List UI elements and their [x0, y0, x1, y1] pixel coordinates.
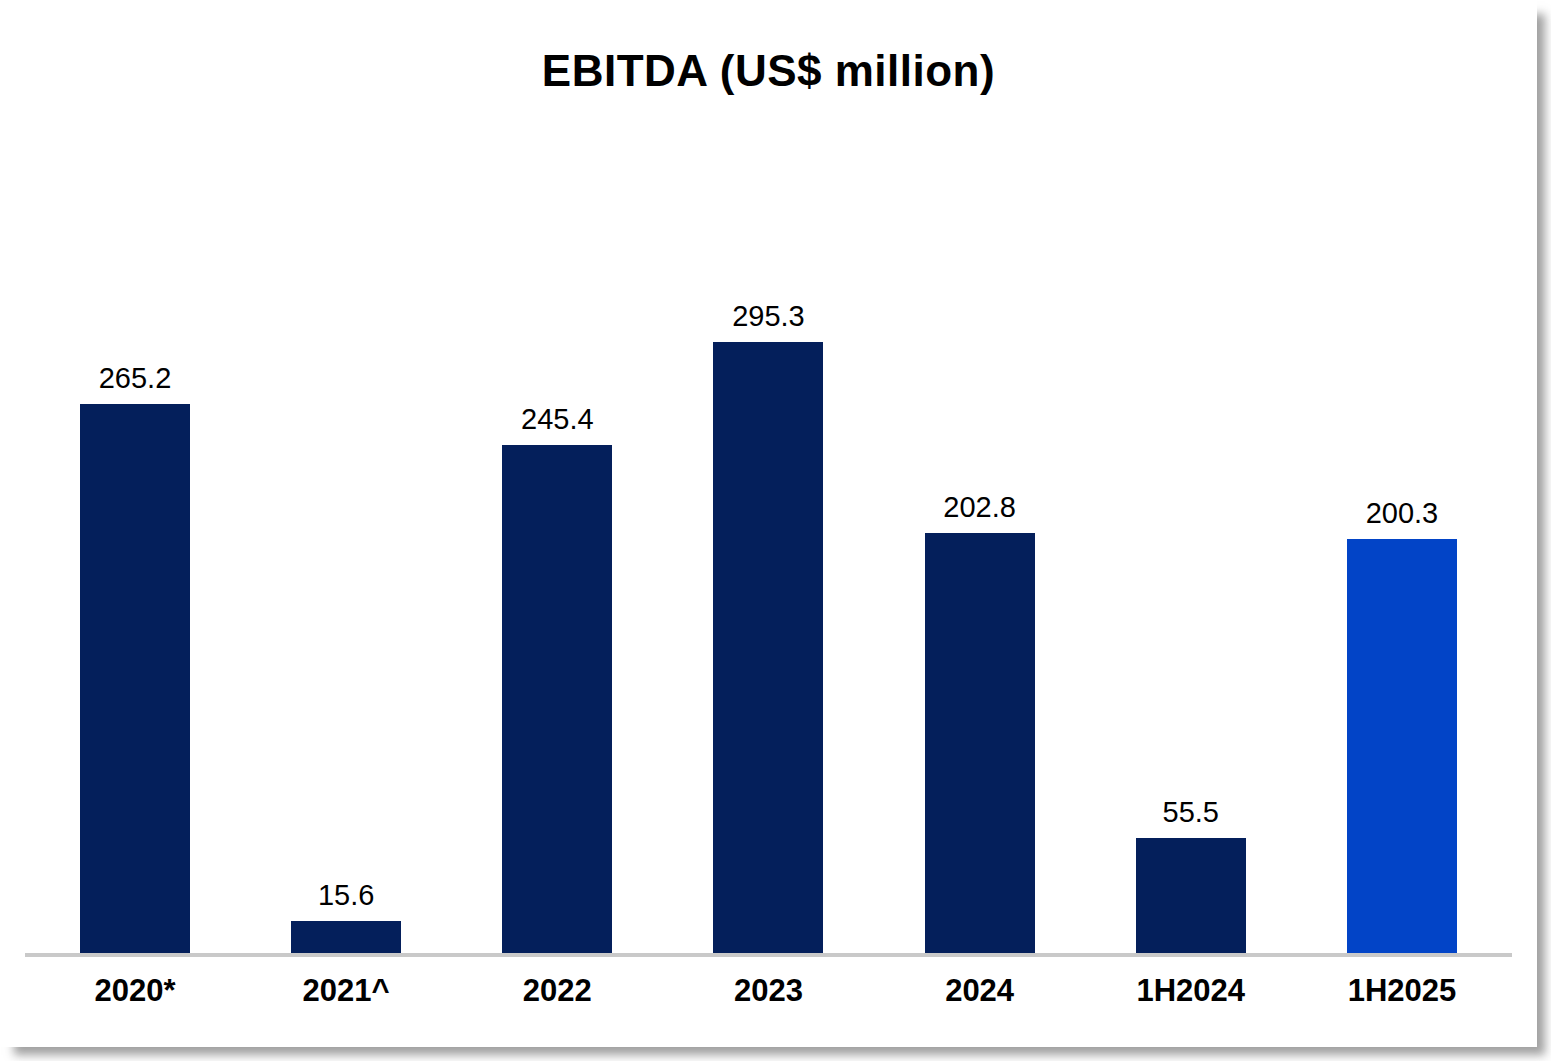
bar-column: 265.2 — [80, 362, 190, 953]
bar — [925, 533, 1035, 953]
bar-column: 295.3 — [713, 300, 823, 953]
bar-column: 200.3 — [1347, 497, 1457, 953]
bar — [291, 921, 401, 953]
category-label: 2021^ — [291, 973, 401, 1009]
x-axis-line — [25, 953, 1512, 957]
bar — [80, 404, 190, 953]
bar-value-label: 265.2 — [99, 362, 172, 395]
chart-title: EBITDA (US$ million) — [0, 0, 1537, 96]
category-label: 2022 — [502, 973, 612, 1009]
bar — [502, 445, 612, 953]
bar — [713, 342, 823, 953]
category-label: 2023 — [713, 973, 823, 1009]
bar — [1136, 838, 1246, 953]
bar-column: 15.6 — [291, 879, 401, 953]
category-label: 2020* — [80, 973, 190, 1009]
bar-column: 245.4 — [502, 403, 612, 953]
category-label: 1H2024 — [1136, 973, 1246, 1009]
category-labels-row: 2020* 2021^ 2022 2023 2024 1H2024 1H2025 — [0, 973, 1537, 1009]
bar-column: 55.5 — [1136, 796, 1246, 953]
bar-value-label: 55.5 — [1163, 796, 1219, 829]
bar-value-label: 202.8 — [943, 491, 1016, 524]
bar — [1347, 539, 1457, 953]
category-label: 1H2025 — [1347, 973, 1457, 1009]
category-label: 2024 — [925, 973, 1035, 1009]
bar-column: 202.8 — [925, 491, 1035, 953]
chart-card: EBITDA (US$ million) 265.2 15.6 245.4 295.3… — [0, 0, 1537, 1047]
bar-value-label: 15.6 — [318, 879, 374, 912]
bar-value-label: 245.4 — [521, 403, 594, 436]
bar-value-label: 295.3 — [732, 300, 805, 333]
chart-plot: 265.2 15.6 245.4 295.3 202.8 55.5 200.3 — [0, 118, 1537, 953]
bar-value-label: 200.3 — [1366, 497, 1439, 530]
